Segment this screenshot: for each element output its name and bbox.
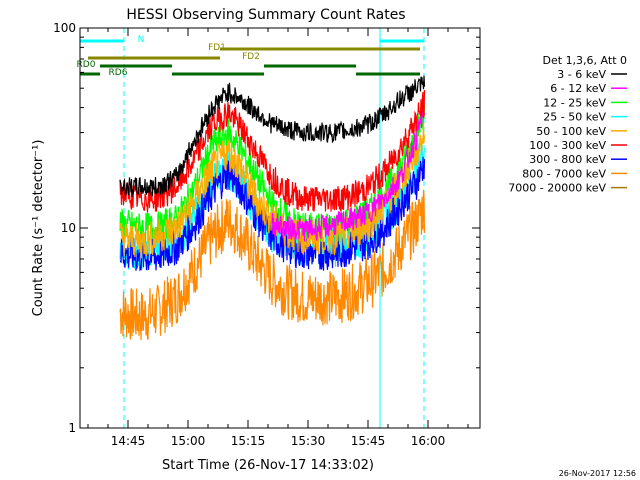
generation-timestamp: 26-Nov-2017 12:56 — [559, 469, 636, 478]
x-tick-label: 15:30 — [291, 434, 326, 448]
legend-entry-label: 800 - 7000 keV — [522, 167, 606, 180]
series-line — [119, 156, 426, 272]
y-tick-label: 1 — [68, 421, 76, 435]
legend-entry-label: 300 - 800 keV — [529, 153, 606, 166]
annotation-label-fd1: FD1 — [208, 43, 226, 53]
x-tick-label: 15:45 — [351, 434, 386, 448]
y-tick-label: 100 — [53, 21, 76, 35]
legend-entry-label: 100 - 300 keV — [529, 139, 606, 152]
legend-title: Det 1,3,6, Att 0 — [543, 54, 627, 67]
series-line — [271, 98, 426, 242]
annotation-label-fd2: FD2 — [242, 52, 260, 62]
legend-entry-label: 25 - 50 keV — [543, 111, 606, 124]
legend-entry-label: 12 - 25 keV — [543, 96, 606, 109]
annotation-label-rd6: RD6 — [109, 68, 128, 78]
y-tick-label: 10 — [61, 221, 76, 235]
legend-entry-label: 6 - 12 keV — [550, 82, 606, 95]
y-axis-label: Count Rate (s⁻¹ detector⁻¹) — [31, 140, 46, 317]
legend-entry-label: 7000 - 20000 keV — [508, 182, 606, 195]
x-tick-label: 14:45 — [111, 434, 146, 448]
series-line — [119, 89, 426, 213]
x-tick-label: 15:00 — [171, 434, 206, 448]
annotation-label-n: N — [138, 35, 145, 45]
chart-title: HESSI Observing Summary Count Rates — [126, 7, 405, 23]
annotation-label-rd0: RD0 — [77, 60, 96, 70]
series-line — [119, 75, 426, 198]
series-line — [119, 189, 426, 341]
x-tick-label: 16:00 — [411, 434, 446, 448]
legend-entry-label: 50 - 100 keV — [536, 125, 606, 138]
x-tick-label: 15:15 — [231, 434, 266, 448]
legend-entry-label: 3 - 6 keV — [557, 68, 606, 81]
x-axis-label: Start Time (26-Nov-17 14:33:02) — [162, 458, 374, 473]
